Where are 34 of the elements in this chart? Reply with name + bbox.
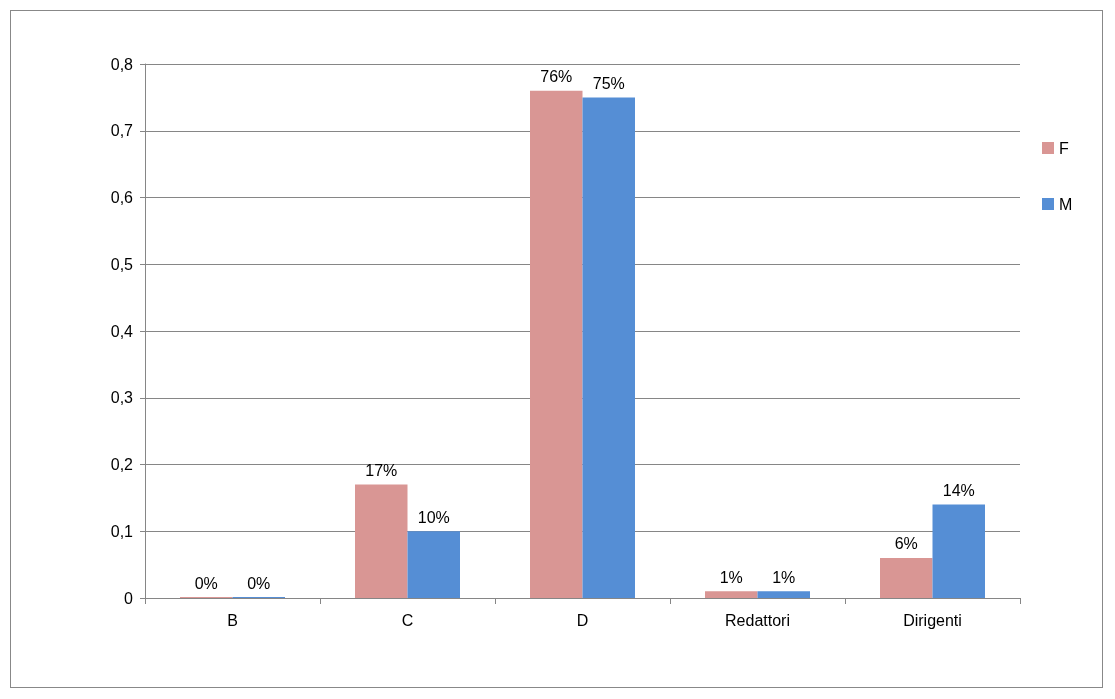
y-tick-label: 0,8	[110, 55, 134, 73]
data-label: 76%	[540, 68, 573, 86]
data-label: 14%	[942, 482, 975, 500]
x-tick-label: Redattori	[725, 611, 790, 629]
y-tick-label: 0	[124, 589, 134, 607]
data-label: 0%	[247, 574, 271, 592]
y-tick-label: 0,1	[110, 522, 134, 540]
y-tick-label: 0,4	[110, 322, 134, 340]
x-tick-label: D	[576, 611, 589, 629]
y-tick-label: 0,6	[110, 189, 134, 206]
legend-label: F	[1059, 139, 1069, 157]
data-label: 17%	[365, 462, 398, 480]
data-label: 6%	[894, 535, 918, 553]
legend-label: M	[1059, 195, 1073, 213]
x-tick-label: Dirigenti	[903, 611, 962, 629]
bar	[582, 97, 635, 598]
y-tick-label: 0,7	[110, 122, 134, 140]
data-label: 0%	[194, 574, 218, 592]
bar	[757, 591, 810, 598]
x-tick-label: C	[401, 611, 414, 629]
data-label: 1%	[772, 568, 796, 586]
bar	[407, 531, 460, 598]
bar	[705, 591, 758, 598]
y-tick-label: 0,5	[110, 255, 134, 273]
y-tick-label: 0,3	[110, 389, 134, 407]
x-tick-label: B	[227, 611, 238, 629]
bar	[932, 504, 985, 598]
bar	[880, 557, 933, 598]
bar	[355, 484, 408, 598]
data-label: 1%	[719, 568, 743, 586]
data-label: 10%	[417, 508, 450, 526]
data-label: 75%	[592, 74, 625, 92]
bar	[530, 90, 583, 598]
y-tick-label: 0,2	[110, 456, 134, 473]
